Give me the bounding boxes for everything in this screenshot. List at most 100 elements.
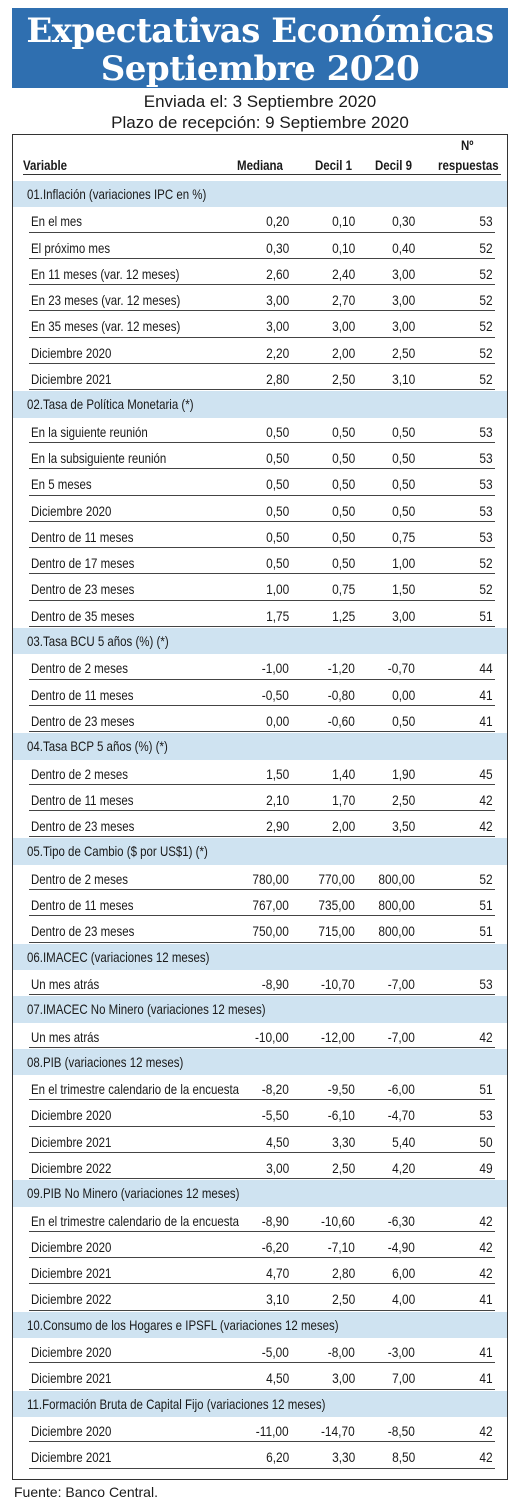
responses-cell: 44 bbox=[479, 660, 493, 677]
mediana-cell: 780,00 bbox=[252, 870, 289, 887]
row-label: Dentro de 2 meses bbox=[31, 870, 129, 887]
deadline-date: Plazo de recepción: 9 Septiembre 2020 bbox=[111, 113, 409, 132]
decil9-cell: 800,00 bbox=[378, 923, 415, 940]
mediana-cell: 0,50 bbox=[265, 449, 289, 466]
section-label: 01.Inflación (variaciones IPC en %) bbox=[27, 186, 207, 202]
responses-cell: 42 bbox=[479, 1265, 493, 1282]
table-row: Dentro de 23 meses 2,90 2,00 3,50 42 bbox=[13, 812, 507, 838]
responses-cell: 52 bbox=[479, 239, 493, 256]
decil1-cell: 1,25 bbox=[331, 607, 355, 624]
row-underline bbox=[29, 889, 495, 891]
sent-date: Enviada el: 3 Septiembre 2020 bbox=[143, 92, 377, 111]
row-label: Diciembre 2020 bbox=[31, 1107, 112, 1124]
decil9-cell: 1,90 bbox=[391, 765, 415, 782]
row-label: Diciembre 2020 bbox=[31, 1344, 112, 1361]
row-label: En la subsiguiente reunión bbox=[31, 449, 167, 466]
table-row: Un mes atrás -10,00 -12,00 -7,00 42 bbox=[13, 1023, 507, 1049]
table-row: En la subsiguiente reunión 0,50 0,50 0,50 53 bbox=[13, 444, 507, 470]
section-header: 04.Tasa BCP 5 años (%) (*) bbox=[13, 733, 507, 760]
responses-cell: 42 bbox=[479, 791, 493, 808]
decil1-cell: 0,10 bbox=[331, 239, 355, 256]
row-underline bbox=[29, 547, 495, 549]
table-row: Diciembre 2020 2,20 2,00 2,50 52 bbox=[13, 339, 507, 365]
responses-cell: 41 bbox=[479, 1370, 493, 1387]
decil1-cell: 2,00 bbox=[331, 344, 355, 361]
row-label: En el trimestre calendario de la encuest… bbox=[31, 1081, 240, 1098]
mediana-cell: 0,00 bbox=[265, 712, 289, 729]
row-underline bbox=[29, 678, 495, 680]
mediana-cell: 6,20 bbox=[265, 1449, 289, 1466]
row-underline bbox=[29, 336, 495, 338]
section-header: 02.Tasa de Política Monetaria (*) bbox=[13, 391, 507, 418]
row-underline bbox=[29, 1467, 495, 1469]
table-row: En la siguiente reunión 0,50 0,50 0,50 53 bbox=[13, 418, 507, 444]
mediana-cell: 1,50 bbox=[265, 765, 289, 782]
mediana-cell: -6,20 bbox=[261, 1238, 289, 1255]
decil9-cell: 0,30 bbox=[391, 213, 415, 230]
decil1-cell: -9,50 bbox=[327, 1081, 355, 1098]
responses-cell: 41 bbox=[479, 1344, 493, 1361]
row-underline bbox=[29, 1283, 495, 1285]
row-label: Diciembre 2021 bbox=[31, 1449, 112, 1466]
mediana-cell: 0,20 bbox=[265, 213, 289, 230]
responses-cell: 52 bbox=[479, 265, 493, 282]
table-row: En el mes 0,20 0,10 0,30 53 bbox=[13, 207, 507, 233]
decil1-cell: 770,00 bbox=[318, 870, 355, 887]
table-row: Dentro de 11 meses -0,50 -0,80 0,00 41 bbox=[13, 681, 507, 707]
row-underline bbox=[29, 1151, 495, 1153]
table-row: Diciembre 2020 -5,50 -6,10 -4,70 53 bbox=[13, 1101, 507, 1127]
row-underline bbox=[29, 284, 495, 286]
section-label: 10.Consumo de los Hogares e IPSFL (varia… bbox=[27, 1316, 339, 1333]
table-row: Dentro de 11 meses 2,10 1,70 2,50 42 bbox=[13, 786, 507, 812]
row-label: En 11 meses (var. 12 meses) bbox=[31, 265, 180, 282]
responses-cell: 51 bbox=[479, 1081, 493, 1098]
row-underline bbox=[29, 1230, 495, 1232]
mediana-cell: 0,50 bbox=[265, 555, 289, 572]
row-underline bbox=[29, 731, 495, 733]
section-header: 11.Formación Bruta de Capital Fijo (vari… bbox=[13, 1390, 507, 1417]
decil1-cell: 735,00 bbox=[318, 897, 355, 914]
table-row: Dentro de 11 meses 0,50 0,50 0,75 53 bbox=[13, 523, 507, 549]
mediana-cell: 2,60 bbox=[265, 265, 289, 282]
decil9-cell: 4,00 bbox=[391, 1291, 415, 1308]
decil1-cell: -14,70 bbox=[321, 1422, 355, 1439]
decil9-cell: 8,50 bbox=[391, 1449, 415, 1466]
mediana-cell: 0,50 bbox=[265, 528, 289, 545]
decil1-cell: 3,30 bbox=[331, 1449, 355, 1466]
table-row: Dentro de 35 meses 1,75 1,25 3,00 51 bbox=[13, 602, 507, 628]
decil1-cell: 2,50 bbox=[331, 1291, 355, 1308]
row-label: Diciembre 2021 bbox=[31, 1265, 112, 1282]
row-underline bbox=[29, 1125, 495, 1127]
table-row: En 11 meses (var. 12 meses) 2,60 2,40 3,00 5… bbox=[13, 260, 507, 286]
decil9-cell: -0,70 bbox=[387, 660, 415, 677]
responses-cell: 52 bbox=[479, 581, 493, 598]
decil9-cell: 0,50 bbox=[391, 712, 415, 729]
decil1-cell: 1,70 bbox=[331, 791, 355, 808]
decil9-cell: 3,00 bbox=[391, 265, 415, 282]
row-label: Dentro de 11 meses bbox=[31, 686, 134, 703]
responses-cell: 53 bbox=[479, 476, 493, 493]
row-underline bbox=[29, 468, 495, 470]
mediana-cell: 3,00 bbox=[265, 292, 289, 309]
table-row: En 5 meses 0,50 0,50 0,50 53 bbox=[13, 470, 507, 496]
row-label: Dentro de 17 meses bbox=[31, 555, 135, 572]
decil9-cell: 7,00 bbox=[391, 1370, 415, 1387]
decil1-cell: 0,50 bbox=[331, 502, 355, 519]
row-underline bbox=[29, 363, 495, 365]
mediana-cell: -10,00 bbox=[255, 1028, 289, 1045]
row-underline bbox=[29, 389, 495, 391]
mediana-cell: -11,00 bbox=[256, 1422, 289, 1439]
table-row: El próximo mes 0,30 0,10 0,40 52 bbox=[13, 234, 507, 260]
section-label: 02.Tasa de Política Monetaria (*) bbox=[27, 396, 194, 413]
responses-cell: 51 bbox=[479, 897, 493, 914]
row-underline bbox=[29, 626, 495, 628]
row-label: Diciembre 2020 bbox=[31, 344, 112, 361]
mediana-cell: 4,50 bbox=[265, 1370, 289, 1387]
decil9-cell: -8,50 bbox=[387, 1422, 415, 1439]
row-label: Dentro de 35 meses bbox=[31, 607, 135, 624]
row-label: Diciembre 2020 bbox=[31, 502, 112, 519]
decil9-cell: 800,00 bbox=[378, 897, 415, 914]
responses-cell: 42 bbox=[479, 1212, 493, 1229]
row-label: Diciembre 2021 bbox=[31, 1133, 112, 1150]
expectations-table: Variable Mediana Decil 1 Decil 9 Nº resp… bbox=[12, 134, 508, 1480]
